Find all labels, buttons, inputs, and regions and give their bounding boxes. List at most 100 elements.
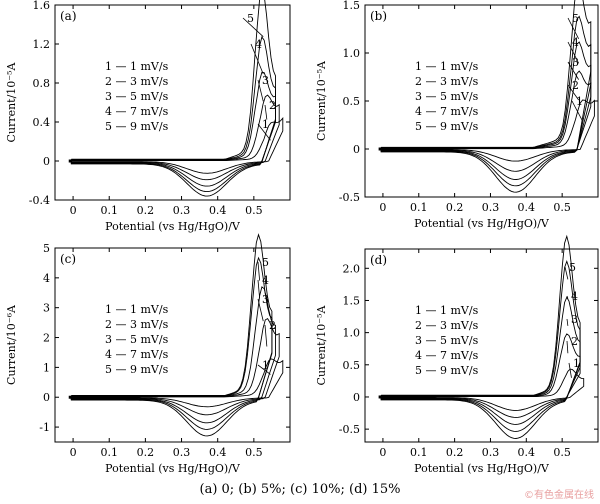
panel-tag: (d)	[370, 253, 387, 267]
y-axis-title: Current/10⁻⁶A	[5, 304, 18, 385]
cv-curve-5	[70, 0, 276, 197]
x-axis-title: Potential (vs Hg/HgO)/V	[414, 217, 550, 230]
curve-leader	[564, 266, 569, 280]
y-tick-label: -0.5	[339, 423, 360, 436]
curve-number-label: 2	[571, 335, 578, 348]
panel-tag: (a)	[60, 9, 77, 23]
curve-number-label: 1	[573, 357, 580, 370]
curve-number-label: 4	[572, 36, 579, 49]
curve-leader	[571, 100, 583, 121]
legend-entry: 4 — 7 mV/s	[105, 105, 169, 118]
chart-panel-a: 0 0.1 0.2 0.3 0.4 0.5 -0.4 0 0.4 0.8 1.2 1.6 Potenti…	[5, 0, 291, 233]
x-tick-label: 0.4	[209, 446, 227, 459]
curve-leader	[566, 318, 569, 326]
curve-number-label: 5	[572, 12, 579, 25]
legend-entry: 5 — 9 mV/s	[105, 120, 169, 133]
x-tick-label: 0	[70, 446, 77, 459]
y-tick-label: 3	[43, 302, 50, 315]
curve-leader	[257, 298, 264, 322]
curve-leader	[257, 123, 271, 141]
curve-leader	[257, 364, 271, 375]
curve-number-label: 2	[572, 79, 579, 92]
y-tick-label: 0	[353, 391, 360, 404]
y-tick-label: 2.0	[343, 262, 361, 275]
legend-entry: 4 — 7 mV/s	[105, 348, 169, 361]
x-tick-label: 0.4	[209, 204, 227, 217]
y-tick-label: 1	[43, 361, 50, 374]
curve-leader	[242, 17, 264, 37]
curve-number-label: 5	[262, 256, 269, 269]
curve-leader	[568, 362, 572, 378]
plot-frame	[54, 247, 291, 443]
x-tick-label: 0.5	[245, 204, 263, 217]
legend-entry: 1 — 1 mV/s	[415, 60, 479, 73]
y-tick-label: 0.5	[343, 95, 361, 108]
x-tick-label: 0.2	[446, 201, 464, 214]
legend-entry: 3 — 5 mV/s	[105, 333, 169, 346]
panel-tag: (b)	[370, 9, 387, 23]
curve-leader	[566, 340, 569, 354]
y-axis-title: Current/10⁻⁵A	[315, 60, 328, 141]
x-tick-label: 0.5	[553, 201, 571, 214]
curve-leader	[257, 79, 264, 102]
curve-number-label: 4	[255, 38, 262, 51]
curve-number-label: 3	[262, 293, 269, 306]
curve-leader	[257, 261, 261, 281]
curve-number-label: 5	[569, 261, 576, 274]
curve-leader	[567, 17, 579, 40]
curve-number-label: 2	[269, 99, 276, 112]
curve-number-label: 1	[262, 359, 269, 372]
cv-curve-3	[380, 296, 581, 425]
x-tick-label: 0.1	[100, 204, 118, 217]
legend-entry: 2 — 3 mV/s	[415, 75, 479, 88]
x-tick-label: 0.5	[245, 446, 263, 459]
y-axis-title: Current/10⁻⁵A	[5, 62, 18, 143]
legend-entry: 5 — 9 mV/s	[105, 363, 169, 376]
cv-curve-5	[380, 0, 592, 193]
y-tick-label: 1.2	[33, 38, 51, 51]
curve-number-label: 3	[262, 74, 269, 87]
legend-entry: 2 — 3 mV/s	[415, 319, 479, 332]
legend-entry: 1 — 1 mV/s	[105, 60, 169, 73]
x-axis-title: Potential (vs Hg/HgO)/V	[105, 462, 241, 475]
y-tick-label: 1.5	[343, 294, 361, 307]
x-tick-label: 0.3	[482, 446, 500, 459]
x-tick-label: 0.2	[137, 446, 155, 459]
cv-curve-5	[380, 234, 581, 439]
y-tick-label: 4	[43, 272, 50, 285]
y-tick-label: -0.4	[29, 194, 50, 207]
curve-leader	[264, 104, 268, 120]
curve-leader	[566, 295, 569, 299]
x-tick-label: 0.3	[173, 446, 191, 459]
legend-entry: 3 — 5 mV/s	[415, 334, 479, 347]
plot-frame	[364, 248, 599, 443]
x-tick-label: 0.1	[100, 446, 118, 459]
chart-panel-d: 0 0.1 0.2 0.3 0.4 0.5 -0.5 0 0.5 1.0 1.5 2.0 Potenti…	[315, 234, 599, 475]
curve-leader	[250, 43, 264, 75]
y-tick-label: 1.0	[343, 327, 361, 340]
y-axis-title: Current/10⁻⁵A	[315, 305, 328, 386]
y-tick-label: -1	[39, 421, 50, 434]
legend-entry: 1 — 1 mV/s	[105, 303, 169, 316]
curve-leader	[257, 279, 261, 299]
x-tick-label: 0	[379, 446, 386, 459]
plot-frame	[54, 4, 291, 201]
legend-entry: 2 — 3 mV/s	[105, 75, 169, 88]
x-axis-title: Potential (vs Hg/HgO)/V	[105, 220, 241, 233]
figure-caption: (a) 0; (b) 5%; (c) 10%; (d) 15%	[199, 482, 401, 497]
panel-tag: (c)	[60, 252, 76, 266]
x-tick-label: 0.1	[410, 446, 428, 459]
legend-entry: 3 — 5 mV/s	[105, 90, 169, 103]
x-tick-label: 0	[379, 201, 386, 214]
y-tick-label: 0.8	[33, 77, 51, 90]
y-tick-label: 1.5	[343, 0, 361, 12]
curve-leader	[567, 41, 580, 64]
curve-leader	[264, 324, 268, 347]
curve-number-label: 1	[262, 118, 269, 131]
cv-curve-4	[380, 260, 581, 432]
x-tick-label: 0.5	[553, 446, 571, 459]
y-tick-label: 0.5	[343, 359, 361, 372]
y-tick-label: 0.4	[33, 116, 51, 129]
x-tick-label: 0.3	[482, 201, 500, 214]
